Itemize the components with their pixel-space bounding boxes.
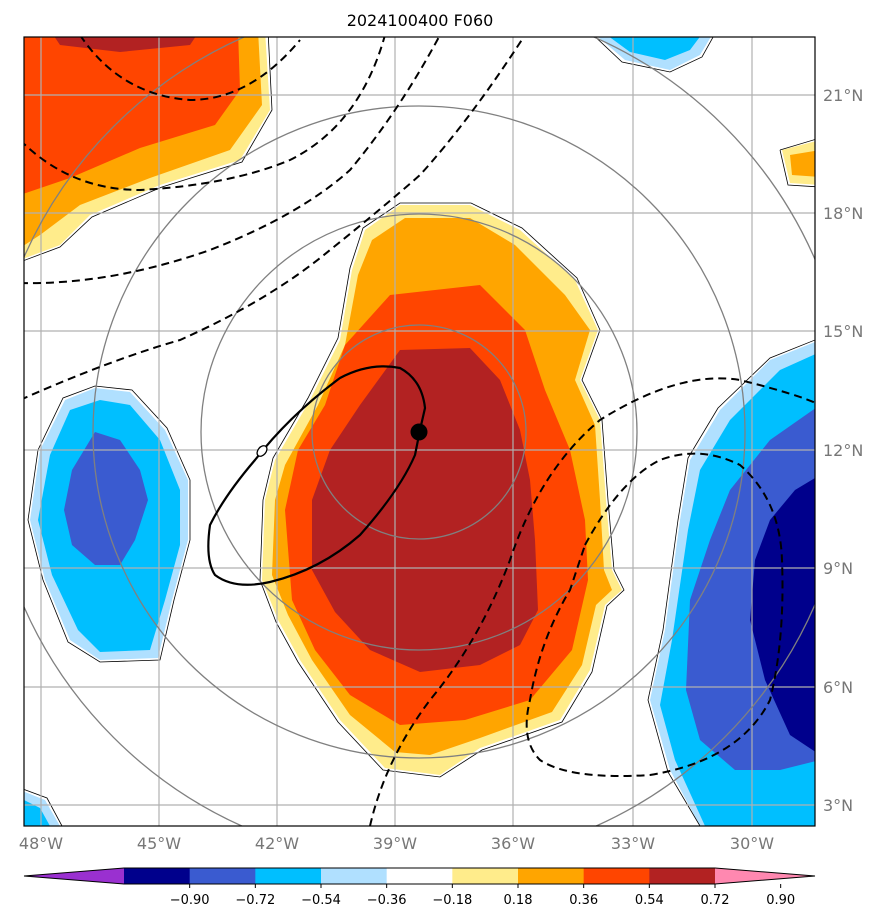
- lon-label: 33°W: [611, 834, 655, 853]
- colorbar-segment: [321, 868, 388, 884]
- colorbar-tick-label: −0.18: [432, 893, 472, 908]
- colorbar-tick-label: 0.54: [635, 893, 664, 908]
- colorbar-tick-label: −0.36: [367, 893, 407, 908]
- lat-label: 15°N: [823, 322, 863, 341]
- colorbar-segment: [649, 868, 716, 884]
- forecast-cone-outline: [207, 365, 427, 586]
- lat-label: 9°N: [823, 559, 853, 578]
- colorbar-tick-label: 0.36: [569, 893, 598, 908]
- colorbar-outline: [23, 867, 816, 885]
- colorbar-segment: [189, 868, 256, 884]
- colorbar-tick-label: −0.90: [170, 893, 210, 908]
- colorbar-tick-label: −0.54: [301, 893, 341, 908]
- lat-label: 18°N: [823, 204, 863, 223]
- cold-anomaly-right: [650, 342, 815, 826]
- lat-label: 12°N: [823, 441, 863, 460]
- cold-anomaly-left: [30, 388, 188, 660]
- colorbar-tick-label: 0.18: [504, 893, 533, 908]
- colorbar-segment: [124, 868, 191, 884]
- colorbar-segment: [255, 868, 322, 884]
- colorbar-tick-label: −0.72: [235, 893, 275, 908]
- lon-label: 45°W: [137, 834, 181, 853]
- storm-center-marker: [410, 423, 428, 441]
- small-ellipse-marker: [256, 445, 268, 457]
- lat-label: 3°N: [823, 796, 853, 815]
- longitude-labels: 48°W 45°W 42°W 39°W 36°W 33°W 30°W: [19, 834, 774, 853]
- colorbar: −0.90 −0.72 −0.54 −0.36 −0.18 0.18 0.36 0.54 0.7…: [23, 867, 816, 908]
- lat-label: 6°N: [823, 678, 853, 697]
- lon-label: 42°W: [255, 834, 299, 853]
- range-rings: [24, 37, 815, 826]
- figure-title: 2024100400 F060: [347, 11, 494, 30]
- map-area: [24, 37, 815, 826]
- lat-label: 21°N: [823, 86, 863, 105]
- anomaly-outlines: [24, 37, 815, 826]
- colorbar-segment: [452, 868, 519, 884]
- graticule: [24, 37, 815, 826]
- map-frame: [23, 36, 816, 827]
- lon-label: 48°W: [19, 834, 63, 853]
- warm-anomaly-center: [262, 205, 622, 775]
- warm-anomaly-top-left: [24, 37, 270, 259]
- colorbar-segment: [386, 868, 453, 884]
- colorbar-extend-low: [24, 868, 124, 884]
- colorbar-tick-label: 0.72: [701, 893, 730, 908]
- dashed-contours: [24, 37, 815, 826]
- lon-label: 39°W: [373, 834, 417, 853]
- colorbar-segment: [518, 868, 585, 884]
- colorbar-tick-label: 0.90: [766, 893, 795, 908]
- latitude-labels: 21°N 18°N 15°N 12°N 9°N 6°N 3°N: [823, 86, 863, 815]
- colorbar-extend-high: [715, 868, 815, 884]
- lon-label: 30°W: [730, 834, 774, 853]
- lon-label: 36°W: [491, 834, 535, 853]
- colorbar-segment: [583, 868, 650, 884]
